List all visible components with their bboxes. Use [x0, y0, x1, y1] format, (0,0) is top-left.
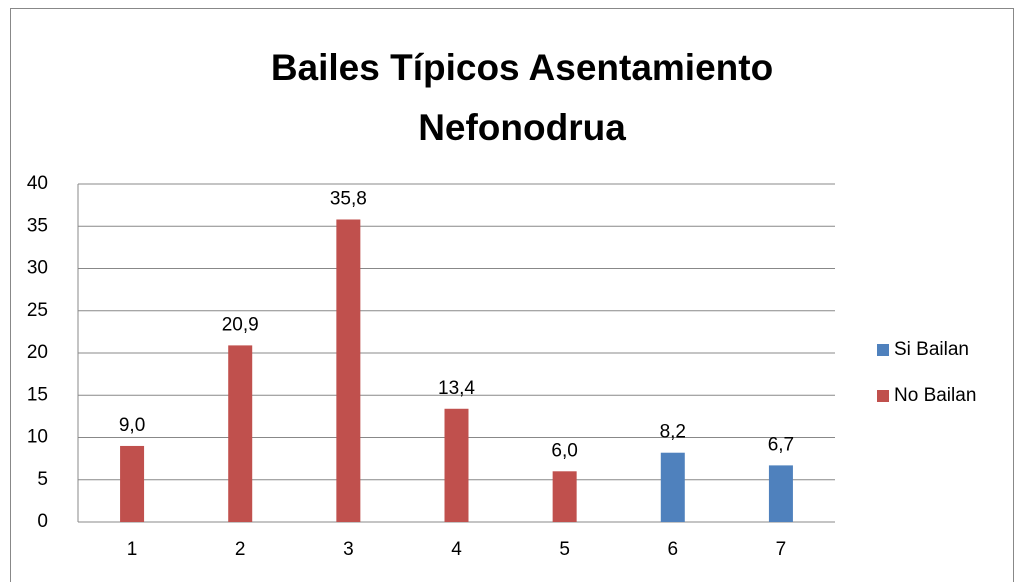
bar: [444, 408, 469, 522]
bar: [768, 465, 793, 522]
x-tick-label: 1: [127, 539, 138, 560]
x-tick-label: 6: [667, 539, 678, 560]
legend-label: No Bailan: [894, 385, 976, 406]
x-tick-label: 2: [235, 539, 246, 560]
data-label: 8,2: [660, 422, 686, 443]
chart-title: Bailes Típicos Asentamiento Nefonodrua: [270, 47, 774, 148]
data-label: 6,7: [768, 434, 794, 455]
y-tick-label: 40: [27, 173, 48, 194]
y-tick-label: 20: [27, 342, 48, 363]
data-label: 9,0: [119, 415, 145, 436]
data-label: 6,0: [551, 440, 577, 461]
data-label: 20,9: [222, 314, 259, 335]
bar: [552, 471, 577, 522]
x-tick-label: 7: [776, 539, 787, 560]
x-tick-label: 4: [451, 539, 462, 560]
x-tick-label: 5: [559, 539, 570, 560]
x-tick-label: 3: [343, 539, 354, 560]
bar: [228, 345, 253, 522]
legend-swatch: [877, 344, 889, 356]
legend-label: Si Bailan: [894, 339, 969, 360]
y-tick-label: 15: [27, 384, 48, 405]
data-label: 35,8: [330, 189, 367, 210]
y-tick-label: 0: [37, 511, 48, 532]
data-label: 13,4: [438, 378, 475, 399]
y-tick-label: 35: [27, 215, 48, 236]
y-tick-label: 25: [27, 300, 48, 321]
y-tick-label: 30: [27, 258, 48, 279]
y-tick-label: 10: [27, 427, 48, 448]
y-tick-label: 5: [37, 469, 48, 490]
bar: [660, 452, 685, 522]
bar: [120, 445, 145, 522]
legend-swatch: [877, 390, 889, 402]
chart-border: [10, 8, 1014, 582]
bar: [336, 219, 361, 523]
